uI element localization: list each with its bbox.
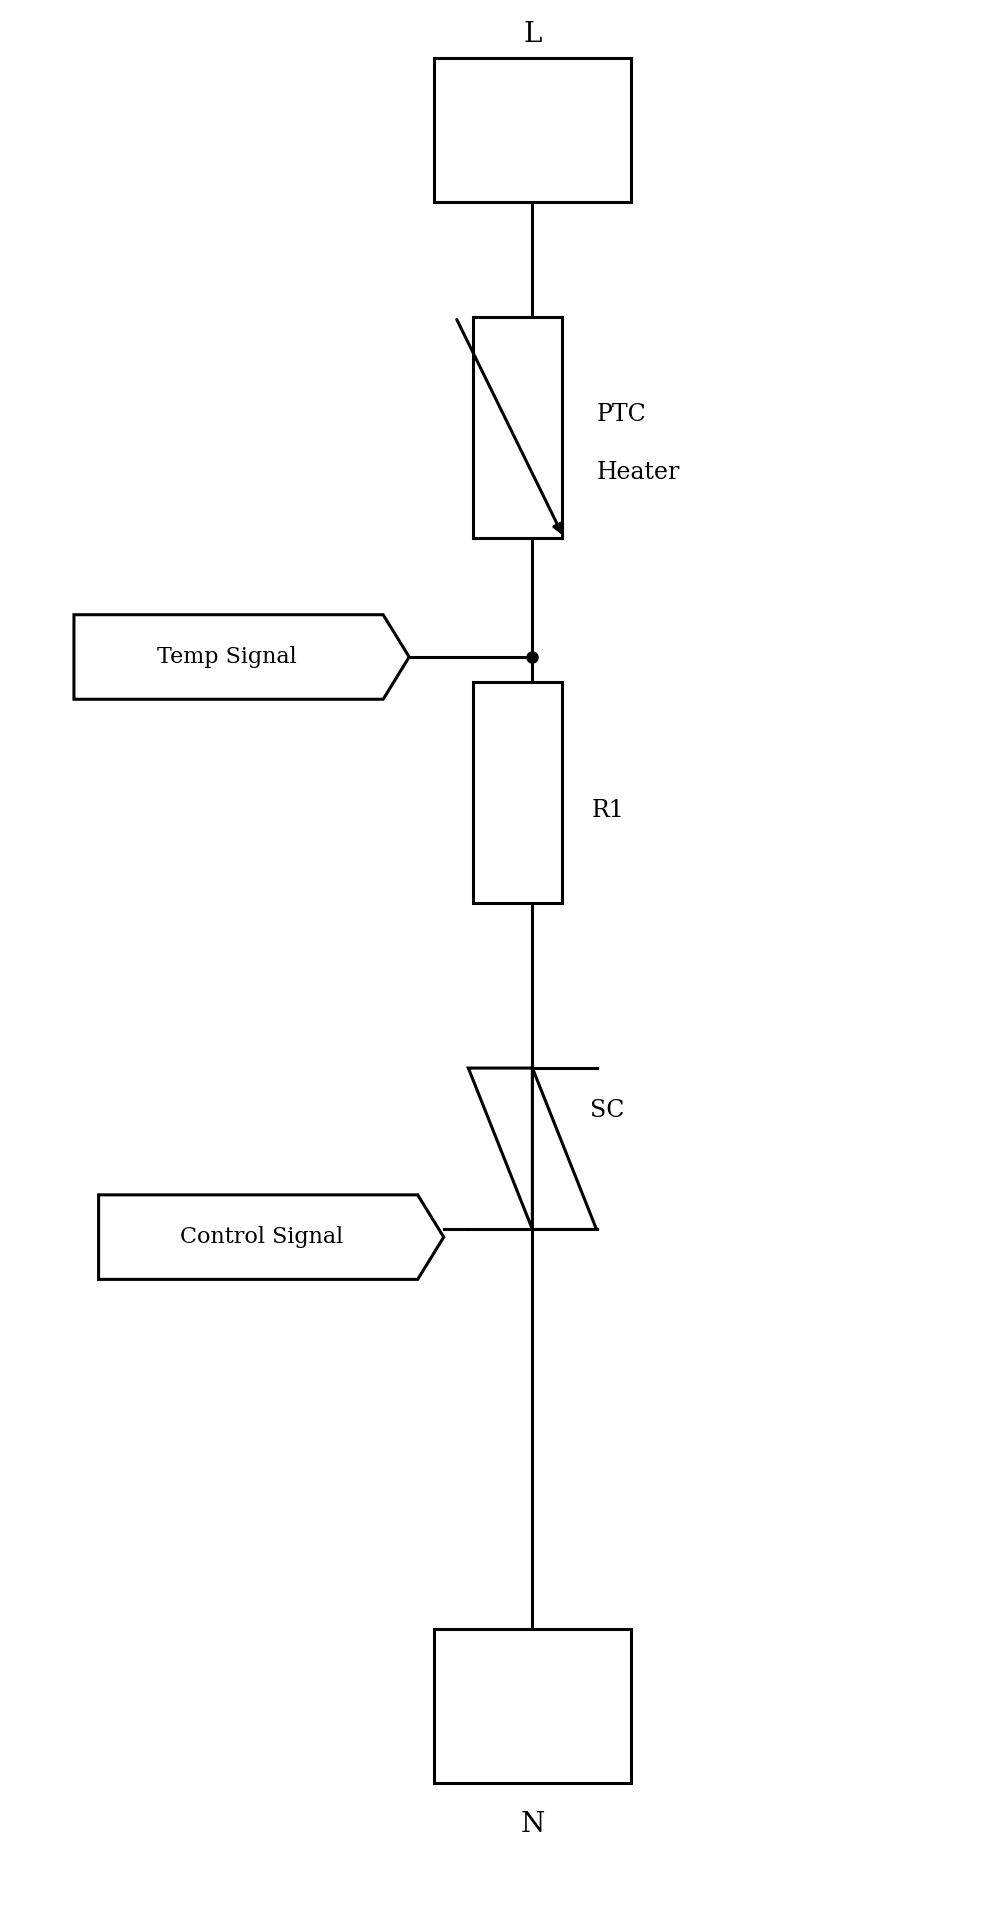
Text: PTC: PTC (597, 403, 646, 426)
Text: SC: SC (590, 1099, 624, 1122)
Bar (473, 317, 562, 538)
Text: Control Signal: Control Signal (179, 1226, 343, 1249)
Bar (434, 1629, 631, 1783)
Text: Temp Signal: Temp Signal (157, 645, 297, 669)
Polygon shape (468, 1068, 532, 1229)
Text: R1: R1 (592, 799, 624, 822)
Text: N: N (521, 1812, 544, 1838)
Polygon shape (99, 1195, 444, 1279)
Polygon shape (74, 615, 409, 699)
Bar (434, 58, 631, 202)
Text: L: L (524, 21, 541, 48)
Bar (473, 682, 562, 903)
Polygon shape (532, 1068, 597, 1229)
Text: Heater: Heater (597, 461, 680, 484)
